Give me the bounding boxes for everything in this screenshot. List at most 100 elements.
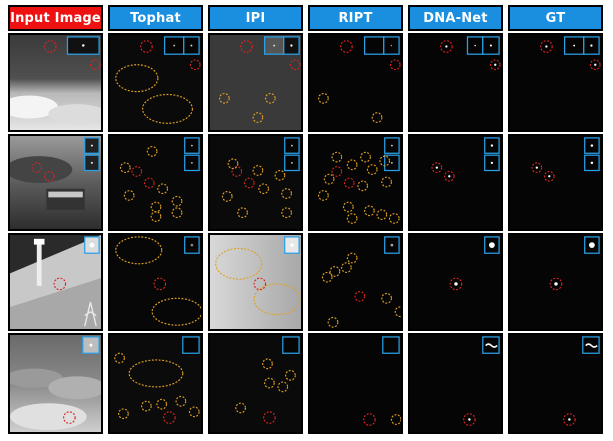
target-circle [440, 40, 453, 53]
target-circle [253, 277, 267, 291]
false-alarm-circle [379, 155, 391, 167]
target-circle [331, 166, 343, 177]
false-alarm-circle [285, 369, 296, 381]
zoom-inset-target [291, 144, 293, 147]
target-blob [535, 166, 538, 169]
zoom-inset-target [589, 242, 595, 248]
zoom-inset-target [489, 44, 492, 47]
target-circle [340, 40, 353, 53]
target-blob [468, 418, 471, 421]
tile-image [10, 235, 101, 329]
false-alarm-circle [219, 92, 230, 104]
zoom-inset-target [89, 242, 95, 248]
tile-image [110, 335, 201, 432]
false-alarm-circle [381, 176, 392, 188]
zoom-inset-target [82, 44, 85, 47]
false-alarm-circle [318, 92, 329, 104]
tile-image [410, 35, 501, 130]
false-alarm-circle [321, 271, 333, 283]
zoom-inset-target [391, 161, 393, 164]
false-alarm-circle [277, 381, 289, 393]
zoom-inset-target [89, 343, 93, 347]
zoom-inset [182, 336, 200, 354]
tower-top [33, 238, 45, 245]
tile-image [210, 35, 301, 130]
zoom-inset-target [273, 44, 276, 47]
false-alarm-circle [264, 377, 275, 389]
target-circle [240, 40, 253, 53]
false-alarm-ellipse [215, 247, 263, 280]
target-circle [263, 411, 276, 424]
false-alarm-circle [237, 207, 248, 219]
result-tile-snow-slope-tower-input-image [8, 233, 103, 331]
target-circle [343, 177, 355, 189]
result-tile-snow-slope-tower-gt [508, 233, 603, 331]
zoom-inset-target [191, 161, 193, 164]
target-circle [540, 40, 553, 53]
false-alarm-circle [146, 145, 158, 157]
target-blob [545, 45, 548, 48]
tile-image [310, 136, 401, 229]
zoom-inset-target [191, 144, 193, 147]
false-alarm-circle [157, 183, 169, 195]
result-tile-cloud-sky-tophat [108, 333, 203, 434]
snow-slope [10, 278, 101, 329]
tile-image [110, 35, 201, 130]
target-circle [549, 277, 563, 291]
target-blob [435, 166, 438, 169]
false-alarm-circle [281, 188, 292, 199]
inset-target-shape [485, 343, 498, 348]
false-alarm-circle [150, 211, 162, 222]
target-circle [89, 59, 101, 71]
inset-target-shape [585, 343, 598, 348]
false-alarm-circle [156, 398, 168, 410]
false-alarm-circle [371, 112, 383, 123]
zoom-inset-target [590, 144, 594, 147]
false-alarm-circle [118, 408, 129, 420]
tile-image [210, 335, 301, 432]
false-alarm-circle [123, 190, 135, 201]
tile-image [210, 235, 301, 329]
target-blob [554, 282, 558, 286]
tree-line [10, 156, 73, 183]
result-tile-snow-slope-tower-dna-net [408, 233, 503, 331]
target-circle [443, 170, 455, 182]
tile-image [110, 136, 201, 229]
zoom-inset-target [90, 161, 93, 164]
false-alarm-circle [264, 92, 276, 104]
target-circle [489, 59, 501, 71]
target-blob [494, 63, 497, 66]
zoom-inset-target [573, 44, 576, 47]
false-alarm-circle [357, 180, 369, 192]
false-alarm-circle [235, 402, 247, 414]
false-alarm-circle [388, 213, 400, 224]
false-alarm-circle [346, 252, 358, 264]
zoom-inset-target [391, 144, 393, 147]
zoom-inset [282, 336, 300, 354]
target-blob [548, 175, 551, 178]
smoke-cloud [48, 104, 101, 124]
target-circle [63, 411, 76, 424]
tower [36, 242, 42, 286]
tile-image [310, 235, 401, 329]
false-alarm-circle [376, 209, 388, 220]
result-tile-snow-slope-tower-tophat [108, 233, 203, 331]
result-tile-trees-building-gt [508, 134, 603, 231]
result-tile-smoky-ground-gt [508, 33, 603, 132]
zoom-inset-target [90, 144, 93, 147]
zoom-inset-target [390, 243, 394, 247]
zoom-inset-target [290, 243, 294, 247]
target-circle [43, 40, 57, 53]
false-alarm-circle [114, 352, 125, 364]
false-alarm-circle [341, 262, 352, 273]
target-circle [189, 59, 201, 71]
result-tile-cloud-sky-input-image [8, 333, 103, 434]
false-alarm-circle [274, 169, 286, 181]
target-circle [153, 277, 167, 291]
result-tile-cloud-sky-gt [508, 333, 603, 434]
column-header-ript: RIPT [308, 5, 403, 31]
false-alarm-circle [346, 213, 358, 224]
result-tile-cloud-sky-ipi [208, 333, 303, 434]
false-alarm-circle [329, 266, 341, 277]
